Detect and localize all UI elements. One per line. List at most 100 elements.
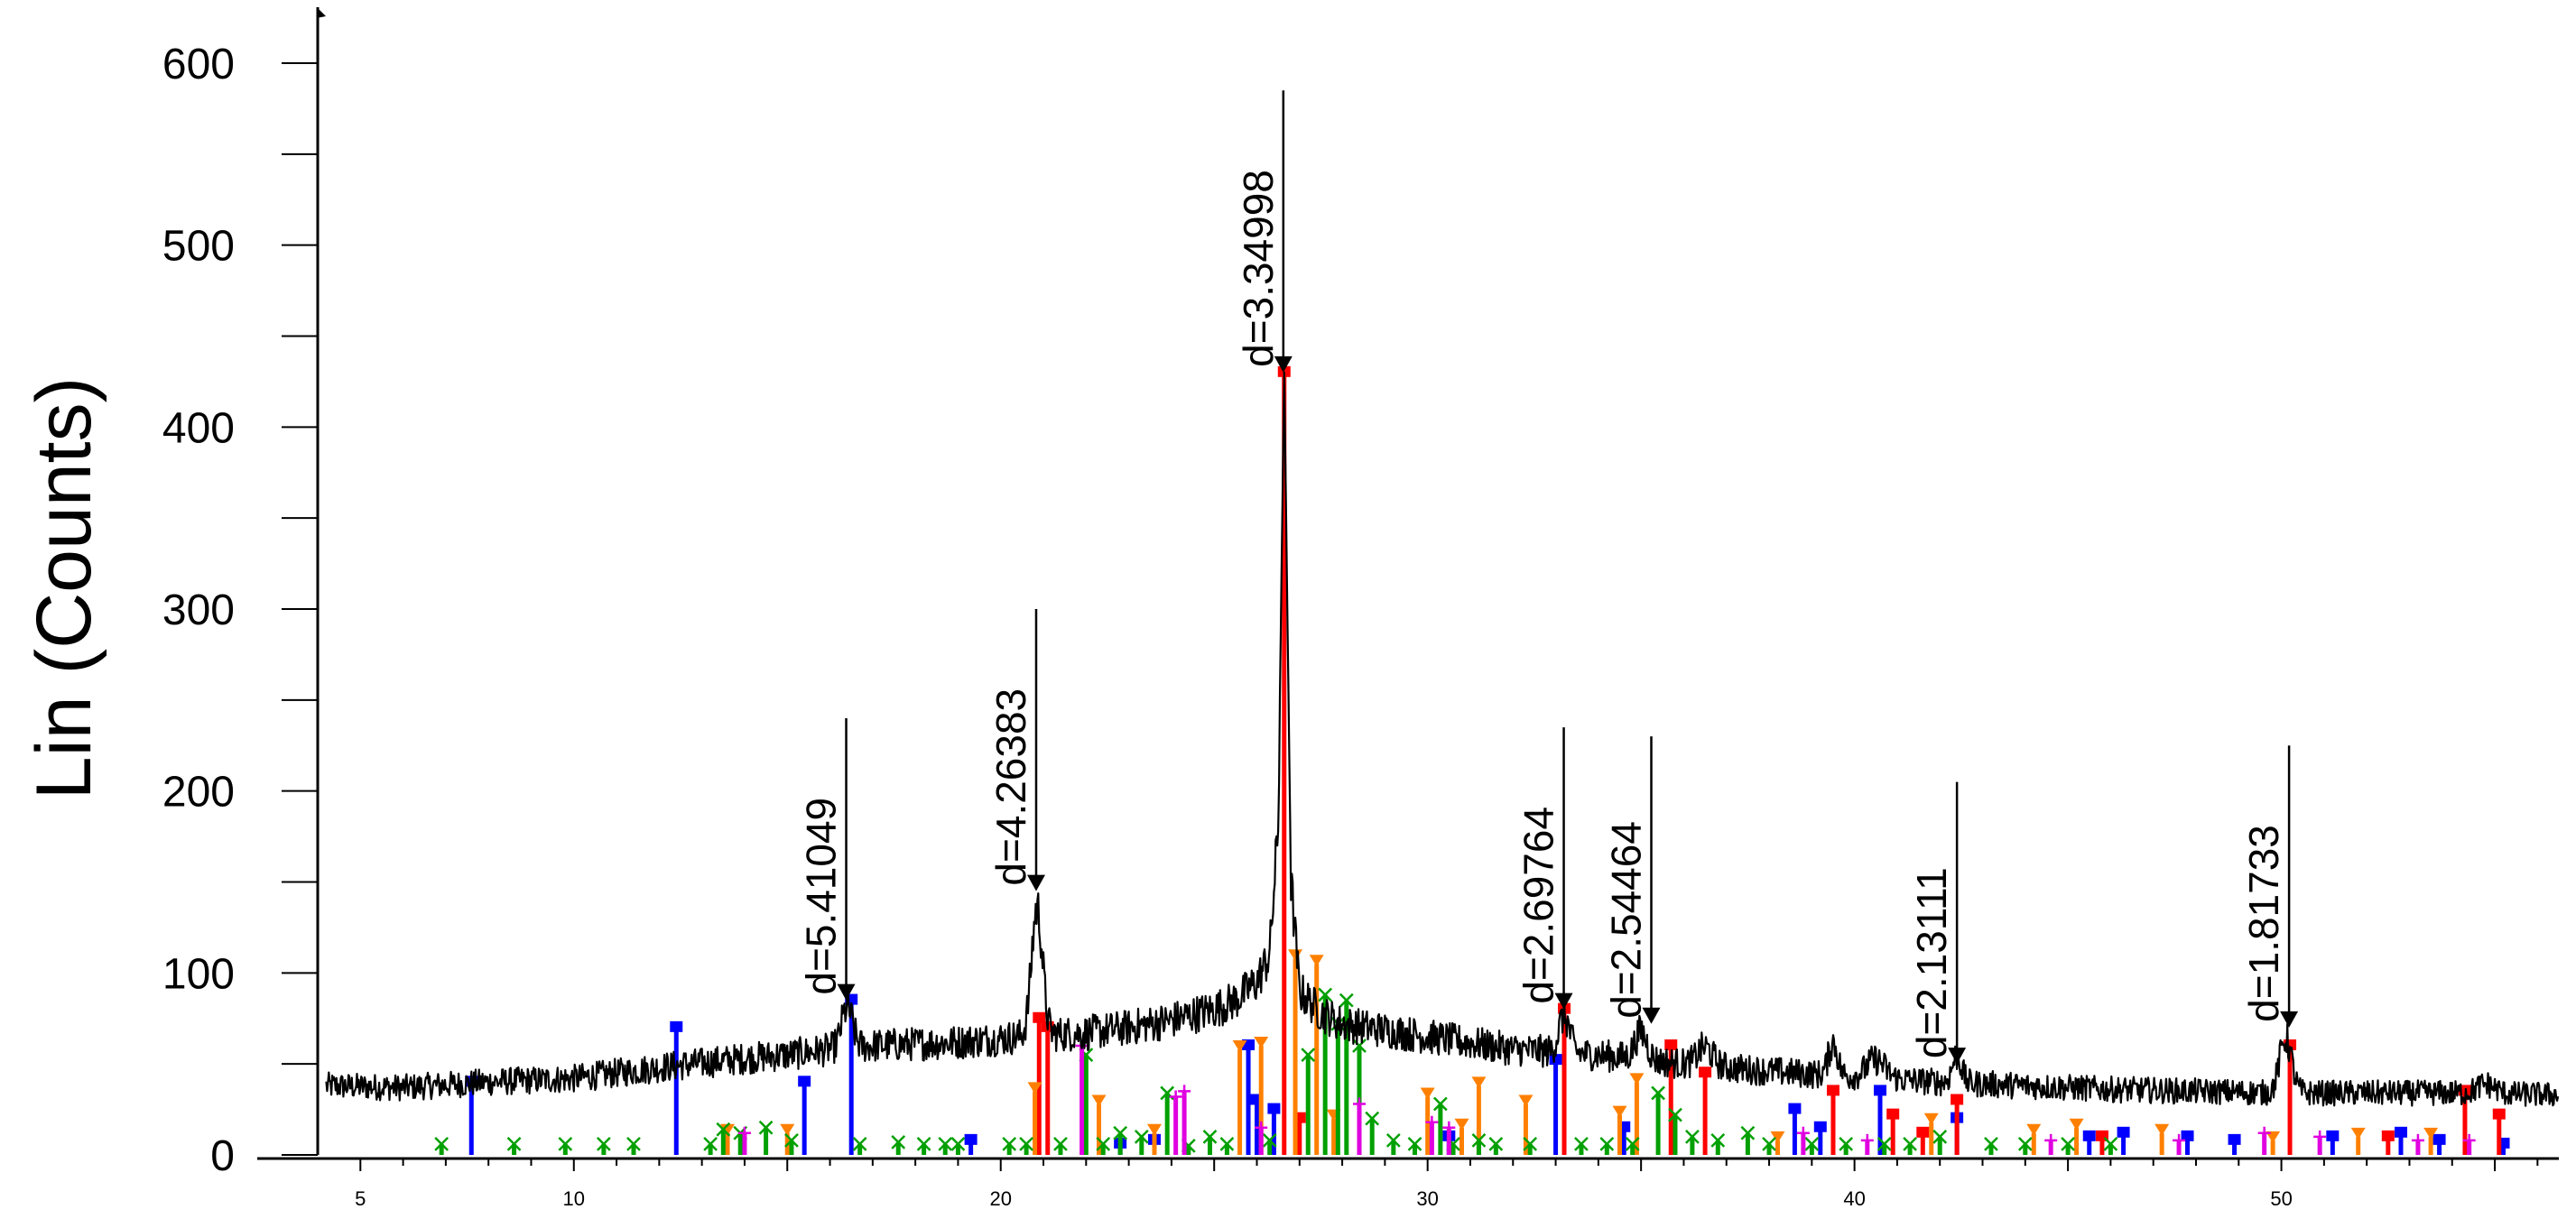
peak-arrow-icon — [2280, 1011, 2299, 1028]
triangle-marker-icon — [1027, 1082, 1042, 1094]
cross-marker-icon — [1385, 1132, 1401, 1148]
square-marker-icon — [2117, 1126, 2130, 1138]
triangle-marker-icon — [1770, 1131, 1785, 1143]
cross-marker-icon — [1365, 1111, 1380, 1126]
plus-marker-icon — [1442, 1121, 1456, 1134]
triangle-marker-icon — [1288, 949, 1303, 962]
cross-marker-icon — [506, 1137, 522, 1151]
cross-marker-icon — [1740, 1125, 1756, 1140]
y-tick-label: 600 — [162, 41, 235, 88]
triangle-marker-icon — [2350, 1127, 2366, 1140]
diffraction-line — [325, 371, 2560, 1107]
cross-marker-icon — [1762, 1137, 1776, 1151]
cross-marker-icon — [1599, 1137, 1615, 1151]
y-tick-label: 100 — [162, 950, 235, 998]
plus-marker-icon — [2313, 1130, 2327, 1143]
peak-label: d=2.54464 — [1603, 821, 1650, 1019]
plus-marker-icon — [2173, 1133, 2186, 1147]
plus-marker-icon — [1353, 1097, 1366, 1111]
square-marker-icon — [2432, 1133, 2446, 1145]
cross-marker-icon — [891, 1134, 906, 1150]
square-marker-icon — [2492, 1108, 2506, 1120]
triangle-marker-icon — [2423, 1127, 2439, 1140]
cross-marker-icon — [1488, 1137, 1504, 1151]
x-tick-label: 20 — [989, 1187, 1011, 1210]
cross-marker-icon — [1219, 1137, 1235, 1151]
cross-marker-icon — [596, 1137, 611, 1151]
cross-marker-icon — [716, 1122, 731, 1137]
square-marker-icon — [1267, 1103, 1281, 1114]
plus-marker-icon — [737, 1126, 751, 1140]
square-marker-icon — [2381, 1130, 2395, 1141]
cross-marker-icon — [1134, 1129, 1149, 1144]
square-marker-icon — [2082, 1130, 2096, 1141]
cross-marker-icon — [2061, 1137, 2075, 1151]
y-tick-label: 0 — [210, 1132, 235, 1180]
triangle-marker-icon — [720, 1123, 736, 1136]
cross-marker-icon — [1339, 993, 1354, 1008]
square-marker-icon — [2326, 1130, 2340, 1141]
square-marker-icon — [1788, 1103, 1802, 1114]
peak-arrow-icon — [1948, 1048, 1967, 1065]
plus-marker-icon — [2044, 1133, 2058, 1147]
square-marker-icon — [2181, 1130, 2194, 1141]
peak-labels: d=5.41049 d=4.26383 d=3.34998 d=2.69764 d=2.… — [798, 90, 2299, 1065]
diffraction-trace — [325, 371, 2560, 1107]
triangle-marker-icon — [1471, 1076, 1487, 1089]
cross-marker-icon — [1019, 1137, 1033, 1151]
square-marker-icon — [670, 1020, 683, 1032]
square-marker-icon — [1699, 1066, 1712, 1078]
triangle-marker-icon — [1254, 1037, 1269, 1048]
square-marker-icon — [1664, 1039, 1678, 1050]
cross-marker-icon — [558, 1137, 573, 1151]
cross-marker-icon — [434, 1137, 449, 1151]
y-tick-label: 400 — [162, 404, 235, 452]
cross-marker-icon — [1202, 1129, 1218, 1144]
plus-marker-icon — [1425, 1115, 1439, 1129]
x-tick-label: 40 — [1843, 1187, 1865, 1210]
cross-marker-icon — [703, 1137, 718, 1151]
y-axis: 0 100 200 300 400 500 600 — [162, 7, 326, 1180]
triangle-marker-icon — [2154, 1123, 2170, 1136]
square-marker-icon — [1033, 1011, 1046, 1023]
triangle-marker-icon — [2069, 1118, 2084, 1131]
plus-marker-icon — [1169, 1090, 1182, 1103]
y-axis-arrow-icon — [317, 7, 326, 18]
y-tick-label: 300 — [162, 586, 235, 634]
cross-marker-icon — [1471, 1132, 1487, 1148]
square-marker-icon — [2228, 1133, 2241, 1145]
cross-marker-icon — [1113, 1125, 1128, 1140]
peak-label: d=2.13111 — [1908, 867, 1955, 1058]
cross-marker-icon — [1625, 1137, 1640, 1151]
peak-arrow-icon — [837, 983, 856, 1001]
cross-marker-icon — [1876, 1137, 1892, 1151]
cross-marker-icon — [1096, 1137, 1111, 1151]
y-axis-label: Lin (Counts) — [21, 377, 107, 799]
cross-marker-icon — [852, 1137, 867, 1151]
cross-marker-icon — [1685, 1129, 1700, 1144]
x-tick-label: 5 — [355, 1187, 366, 1210]
triangle-marker-icon — [1518, 1094, 1534, 1107]
cross-marker-icon — [1262, 1132, 1277, 1148]
square-marker-icon — [1826, 1085, 1839, 1096]
cross-marker-icon — [1432, 1096, 1448, 1112]
peak-label: d=4.26383 — [987, 688, 1034, 886]
y-tick-label: 500 — [162, 223, 235, 271]
triangle-marker-icon — [1629, 1073, 1645, 1085]
triangle-marker-icon — [780, 1123, 795, 1136]
plus-marker-icon — [1796, 1126, 1810, 1140]
plus-marker-icon — [1178, 1085, 1191, 1098]
cross-marker-icon — [1932, 1129, 1948, 1144]
cross-marker-icon — [1651, 1085, 1665, 1101]
triangle-marker-icon — [1091, 1094, 1107, 1107]
peak-arrow-icon — [1642, 1007, 1661, 1024]
square-marker-icon — [1916, 1126, 1930, 1138]
plus-marker-icon — [2462, 1133, 2476, 1147]
square-marker-icon — [1951, 1094, 1964, 1105]
peak-label: d=3.34998 — [1235, 170, 1282, 367]
reference-phase-sticks — [434, 365, 2510, 1155]
cross-marker-icon — [950, 1137, 966, 1151]
peak-arrow-icon — [1274, 355, 1293, 373]
triangle-marker-icon — [1146, 1123, 1162, 1136]
plus-marker-icon — [1255, 1121, 1268, 1134]
